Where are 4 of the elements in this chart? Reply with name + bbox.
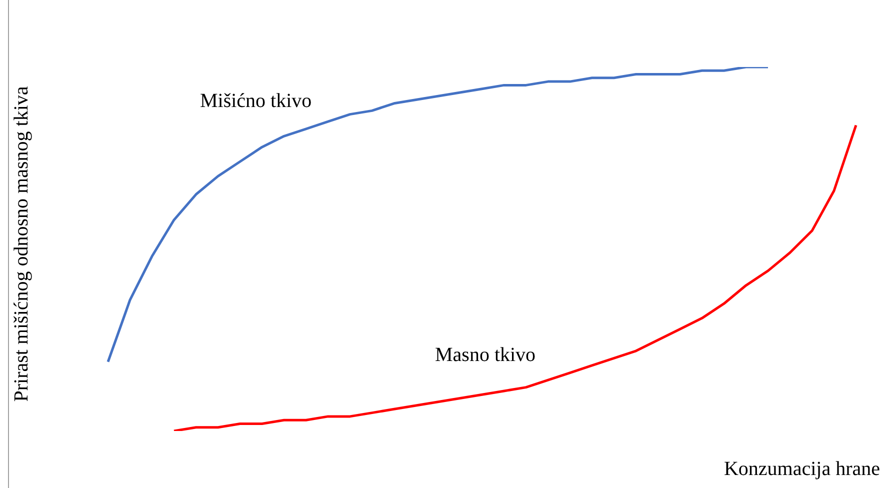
series-label: Mišićno tkivo [200, 90, 312, 113]
y-axis-title: Prirast mišićnog odnosno masnog tkiva [10, 86, 34, 402]
x-axis-title: Konzumacija hrane [724, 458, 880, 481]
series-label: Masno tkivo [435, 344, 536, 367]
